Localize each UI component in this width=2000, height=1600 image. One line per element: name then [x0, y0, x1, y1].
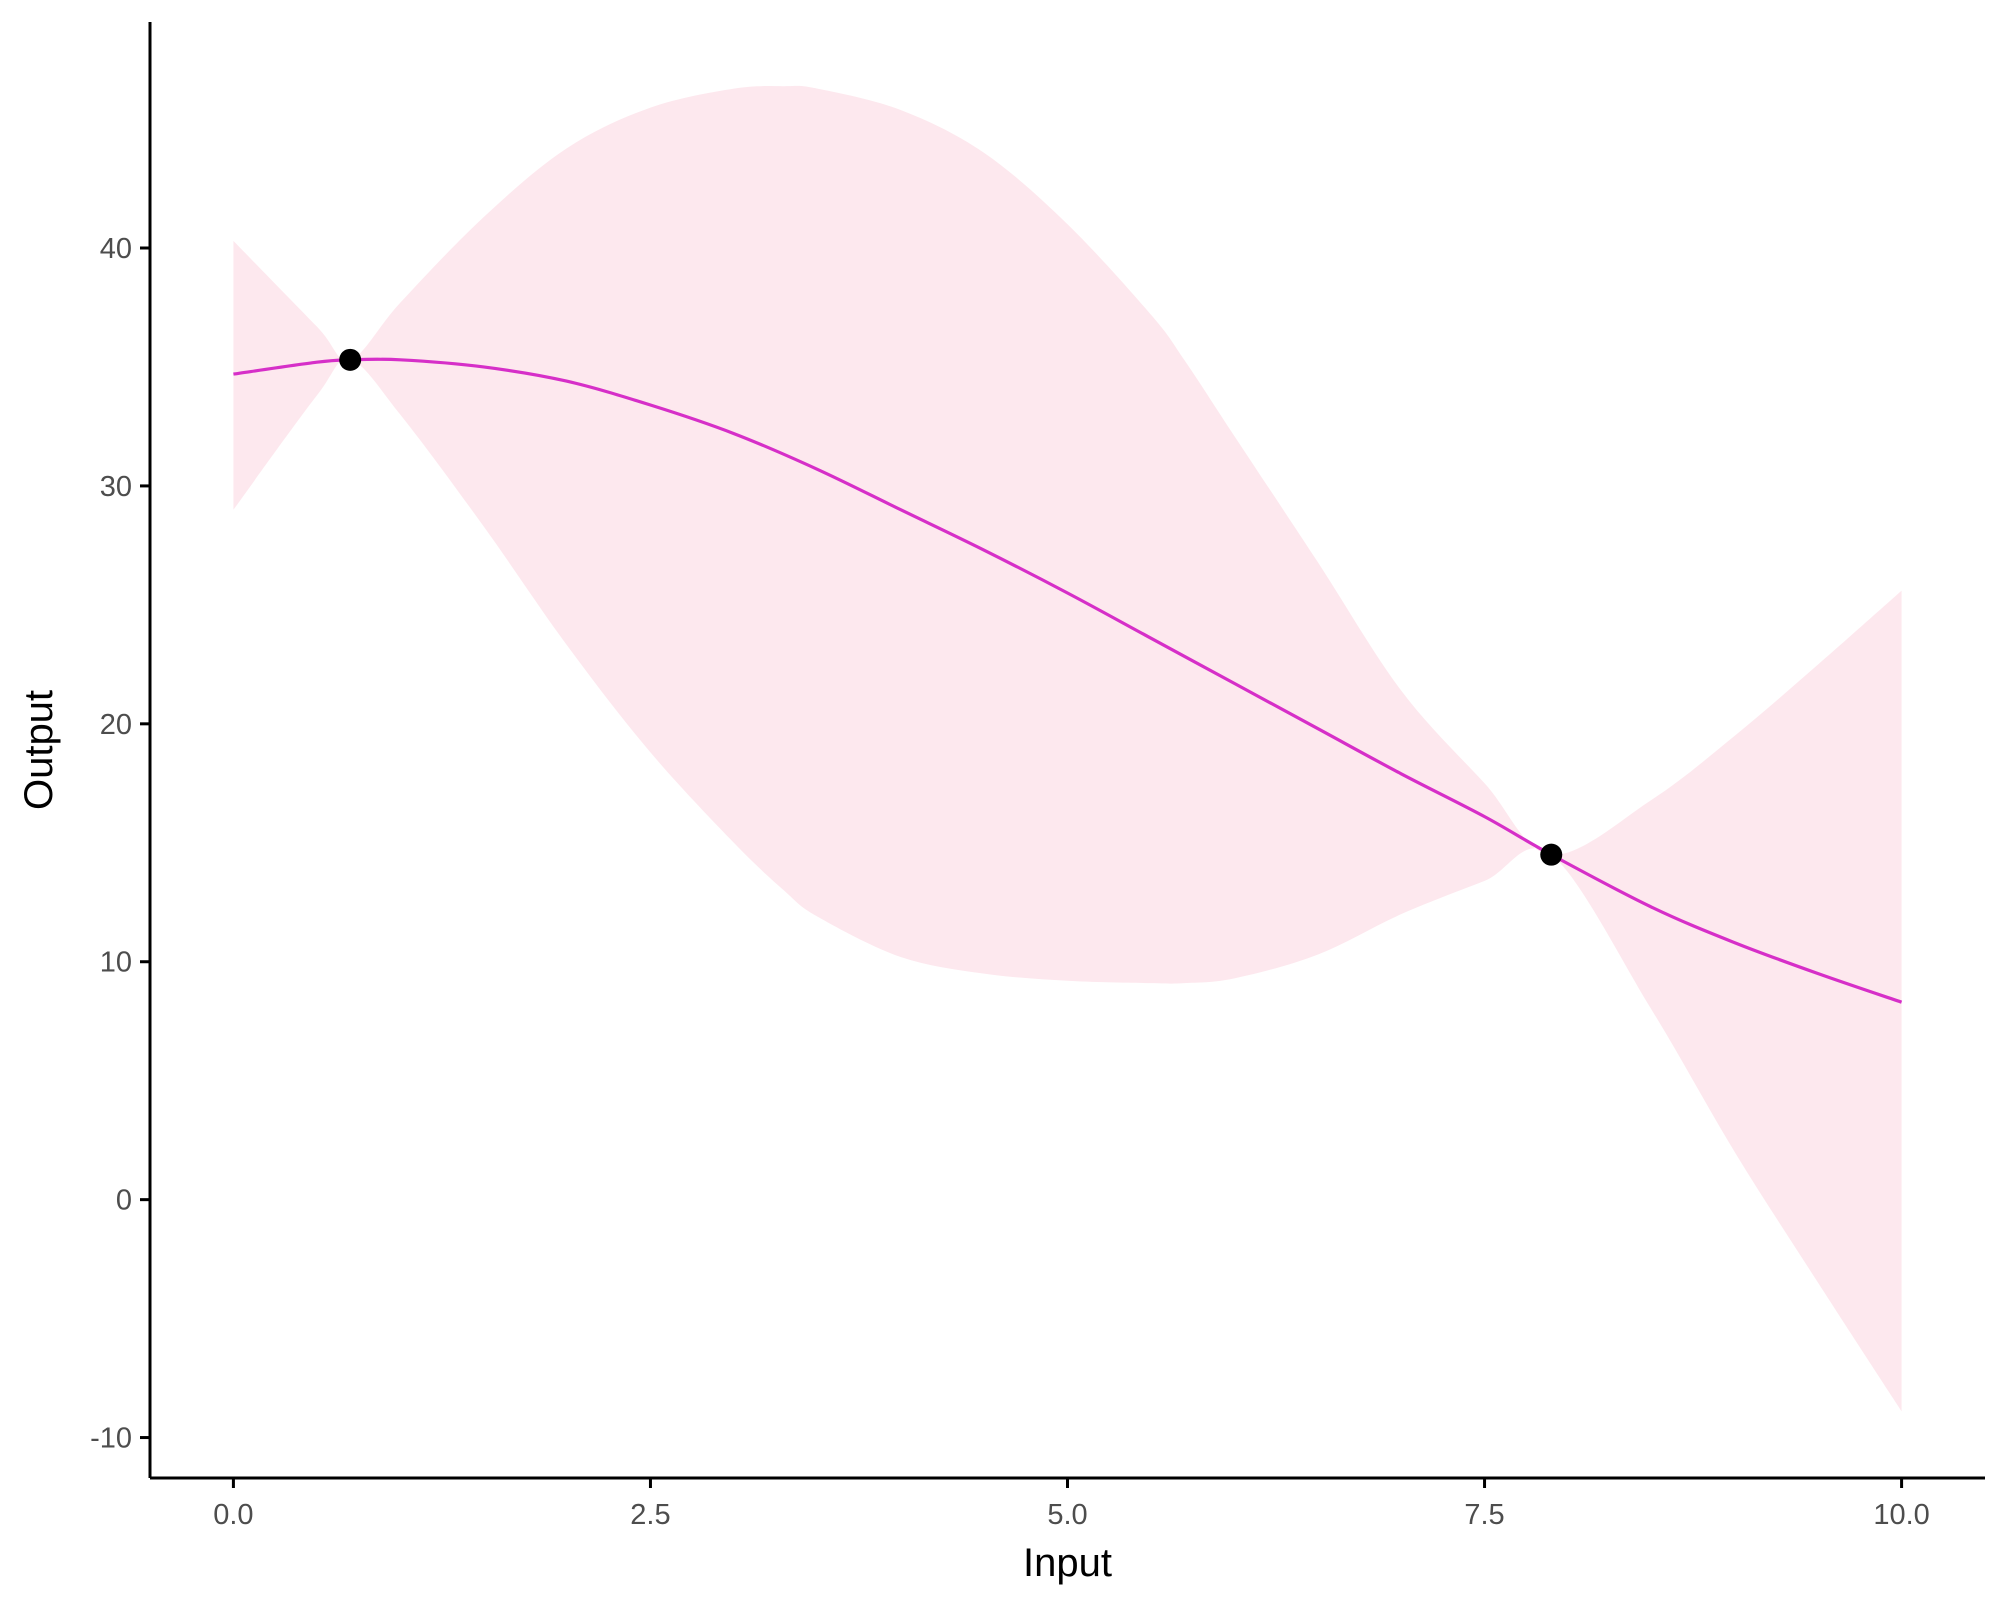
- x-tick-label: 7.5: [1464, 1499, 1504, 1531]
- y-tick-label: 10: [100, 947, 132, 979]
- confidence-band: [233, 85, 1902, 1412]
- y-tick-label: -10: [90, 1423, 132, 1455]
- y-axis-title: Output: [17, 690, 61, 810]
- observation-points: [339, 348, 1563, 866]
- y-tick-label: 40: [100, 233, 132, 265]
- axes: -10 0 10 20 30 40 0.0 2.5 5.0 7.5 10.0: [90, 22, 1985, 1531]
- x-tick-label: 0.0: [213, 1499, 253, 1531]
- y-tick-label: 30: [100, 471, 132, 503]
- x-axis-ticks: 0.0 2.5 5.0 7.5 10.0: [213, 1478, 1930, 1531]
- x-tick-label: 2.5: [630, 1499, 670, 1531]
- y-axis-ticks: -10 0 10 20 30 40: [90, 233, 150, 1455]
- mean-line: [233, 357, 1903, 1004]
- x-tick-label: 10.0: [1873, 1499, 1929, 1531]
- x-tick-label: 5.0: [1047, 1499, 1087, 1531]
- observation-point-2: [1540, 843, 1563, 866]
- y-tick-label: 20: [100, 709, 132, 741]
- plot-area: [233, 85, 1903, 1412]
- x-axis-title: Input: [1023, 1541, 1112, 1585]
- observation-point-1: [339, 348, 362, 371]
- y-tick-label: 0: [116, 1185, 132, 1217]
